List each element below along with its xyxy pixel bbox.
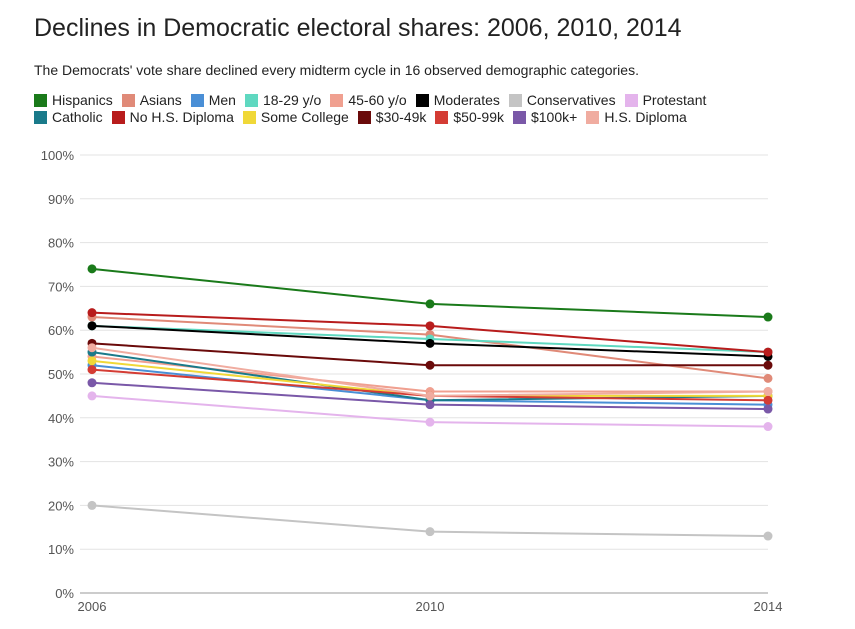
data-point xyxy=(425,338,435,348)
legend-item-18-29-y-o: 18-29 y/o xyxy=(244,92,322,109)
legend-swatch xyxy=(586,111,600,124)
legend-item-some-college: Some College xyxy=(242,109,349,126)
data-point xyxy=(87,365,97,375)
y-tick-label: 100% xyxy=(41,148,75,163)
legend-swatch xyxy=(435,111,449,124)
legend-label: H.S. Diploma xyxy=(604,109,687,125)
data-point xyxy=(763,404,773,414)
chart-subtitle: The Democrats' vote share declined every… xyxy=(34,62,639,78)
legend-item-50-99k: $50-99k xyxy=(435,109,504,126)
y-tick-label: 60% xyxy=(48,323,74,338)
legend-item-100k: $100k+ xyxy=(512,109,578,126)
series-hispanics xyxy=(87,264,773,322)
legend-swatch xyxy=(244,94,258,107)
legend-swatch xyxy=(330,94,344,107)
y-tick-label: 40% xyxy=(48,411,74,426)
data-point xyxy=(763,360,773,370)
data-point xyxy=(87,308,97,318)
data-point xyxy=(87,321,97,331)
series-protestant xyxy=(87,391,773,432)
legend-label: $100k+ xyxy=(530,109,578,125)
y-tick-label: 10% xyxy=(48,542,74,557)
legend-swatch xyxy=(508,94,522,107)
legend-label: Some College xyxy=(260,109,349,125)
series-layer xyxy=(87,264,773,541)
legend-swatch xyxy=(242,111,256,124)
axis-layer: 0% 10% 20% 30% 40% 50% 60% 70% 80% 90% 100% 2006 201… xyxy=(41,148,783,614)
legend-swatch xyxy=(121,94,135,107)
data-point xyxy=(87,378,97,388)
legend-label: 18-29 y/o xyxy=(262,92,322,108)
legend-swatch xyxy=(357,111,371,124)
y-tick-label: 80% xyxy=(48,236,74,251)
data-point xyxy=(763,422,773,432)
legend-item-catholic: Catholic xyxy=(34,109,103,126)
legend-label: Catholic xyxy=(52,109,103,125)
legend-item-protestant: Protestant xyxy=(624,92,707,109)
data-point xyxy=(763,387,773,397)
series-h-s-diploma xyxy=(87,343,773,401)
legend-item-no-h-s-diploma: No H.S. Diploma xyxy=(111,109,234,126)
legend-label: Asians xyxy=(139,92,182,108)
legend-item-hispanics: Hispanics xyxy=(34,92,113,109)
x-tick-label: 2006 xyxy=(78,599,107,614)
legend-item-30-49k: $30-49k xyxy=(357,109,427,126)
y-tick-label: 0% xyxy=(55,586,74,601)
legend-swatch xyxy=(190,94,204,107)
legend-item-moderates: Moderates xyxy=(415,92,500,109)
y-tick-label: 30% xyxy=(48,455,74,470)
data-point xyxy=(425,417,435,427)
chart-title: Declines in Democratic electoral shares:… xyxy=(34,14,682,42)
data-point xyxy=(763,531,773,541)
data-point xyxy=(425,391,435,401)
legend-label: Conservatives xyxy=(526,92,616,108)
data-point xyxy=(87,500,97,510)
legend-swatch xyxy=(624,94,638,107)
y-tick-label: 70% xyxy=(48,279,74,294)
legend-item-men: Men xyxy=(190,92,236,109)
data-point xyxy=(763,373,773,383)
series-line xyxy=(91,267,769,319)
data-point xyxy=(87,343,97,353)
data-point xyxy=(425,400,435,410)
legend-swatch xyxy=(34,111,47,124)
legend-swatch xyxy=(111,111,125,124)
legend-label: Men xyxy=(208,92,236,108)
legend-swatch xyxy=(34,94,47,107)
data-point xyxy=(425,299,435,309)
data-point xyxy=(763,347,773,357)
legend-label: Moderates xyxy=(433,92,500,108)
legend-label: Protestant xyxy=(642,92,707,108)
y-tick-label: 90% xyxy=(48,192,74,207)
legend-label: No H.S. Diploma xyxy=(129,109,234,125)
legend: Hispanics Asians Men 18-29 y/o 45-60 y/o Mode… xyxy=(34,92,724,126)
legend-swatch xyxy=(415,94,429,107)
x-tick-label: 2010 xyxy=(416,599,445,614)
y-tick-label: 20% xyxy=(48,498,74,513)
series-no-h-s-diploma xyxy=(87,308,773,357)
legend-item-45-60-y-o: 45-60 y/o xyxy=(330,92,407,109)
grid-layer xyxy=(80,154,768,594)
data-point xyxy=(425,527,435,537)
data-point xyxy=(87,264,97,274)
data-point xyxy=(763,312,773,322)
data-point xyxy=(87,391,97,401)
legend-label: $50-99k xyxy=(453,109,504,125)
y-tick-label: 50% xyxy=(48,367,74,382)
x-tick-label: 2014 xyxy=(754,599,783,614)
series-conservatives xyxy=(87,500,773,541)
legend-item-conservatives: Conservatives xyxy=(508,92,616,109)
legend-item-asians: Asians xyxy=(121,92,182,109)
legend-swatch xyxy=(512,111,526,124)
series-100k xyxy=(87,378,773,414)
data-point xyxy=(425,360,435,370)
legend-label: Hispanics xyxy=(52,92,113,108)
legend-item-h-s-diploma: H.S. Diploma xyxy=(586,109,687,126)
legend-label: 45-60 y/o xyxy=(348,92,407,108)
data-point xyxy=(763,395,773,405)
legend-label: $30-49k xyxy=(375,109,427,125)
data-point xyxy=(425,321,435,331)
data-point xyxy=(87,356,97,366)
